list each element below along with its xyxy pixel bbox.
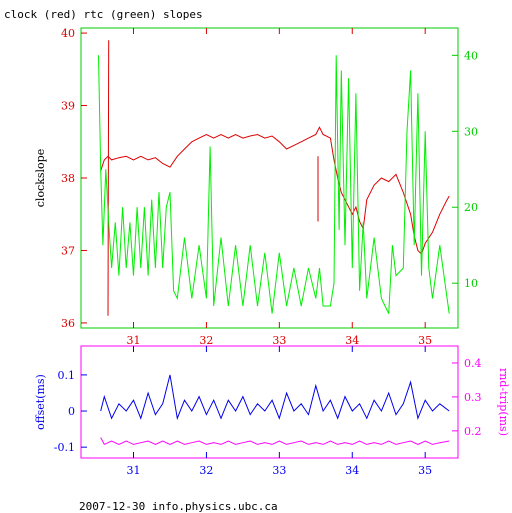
x-tick-label: 34 xyxy=(345,334,359,347)
y-tick-label: 37 xyxy=(61,244,75,257)
y-tick-label: 40 xyxy=(61,27,75,40)
y-tick-label: 38 xyxy=(61,172,75,185)
x-tick-label: 35 xyxy=(418,464,432,477)
y2-tick-label: 10 xyxy=(464,277,478,290)
y-tick-label: -0.1 xyxy=(54,441,75,454)
series-line-2-1 xyxy=(100,374,450,421)
plot-frame-1 xyxy=(80,27,459,329)
series-line-1-1 xyxy=(100,126,450,256)
y-tick-label: 39 xyxy=(61,100,75,113)
y2-tick-label: 20 xyxy=(464,201,478,214)
x-tick-label: 34 xyxy=(345,464,359,477)
x-tick-label: 33 xyxy=(272,334,286,347)
y2-tick-label: 0.4 xyxy=(464,357,482,370)
y2-tick-label: 0.3 xyxy=(464,391,482,404)
plot-frame-2 xyxy=(80,345,459,459)
y-axis-label: offset(ms) xyxy=(34,374,47,430)
y-tick-label: 0 xyxy=(68,405,75,418)
series-line-1-4 xyxy=(98,55,450,314)
x-tick-label: 31 xyxy=(127,334,141,347)
footer-text: 2007-12-30 info.physics.ubc.ca xyxy=(79,500,278,513)
y2-tick-label: 40 xyxy=(464,49,478,62)
y-tick-label: 0.1 xyxy=(58,369,76,382)
chart-title: clock (red) rtc (green) slopes xyxy=(4,8,203,21)
series-line-2-2 xyxy=(100,437,450,446)
x-tick-label: 32 xyxy=(199,334,213,347)
series-line-1-2 xyxy=(107,40,110,316)
y2-tick-label: 30 xyxy=(464,125,478,138)
y-axis-label: clockslope xyxy=(34,149,47,207)
y-tick-label: 36 xyxy=(61,317,75,330)
y2-axis-label: rnd-trip(ms) xyxy=(497,368,510,436)
y2-tick-label: 0.2 xyxy=(464,425,482,438)
x-tick-label: 32 xyxy=(199,464,213,477)
x-tick-label: 31 xyxy=(127,464,141,477)
x-tick-label: 35 xyxy=(418,334,432,347)
x-tick-label: 33 xyxy=(272,464,286,477)
